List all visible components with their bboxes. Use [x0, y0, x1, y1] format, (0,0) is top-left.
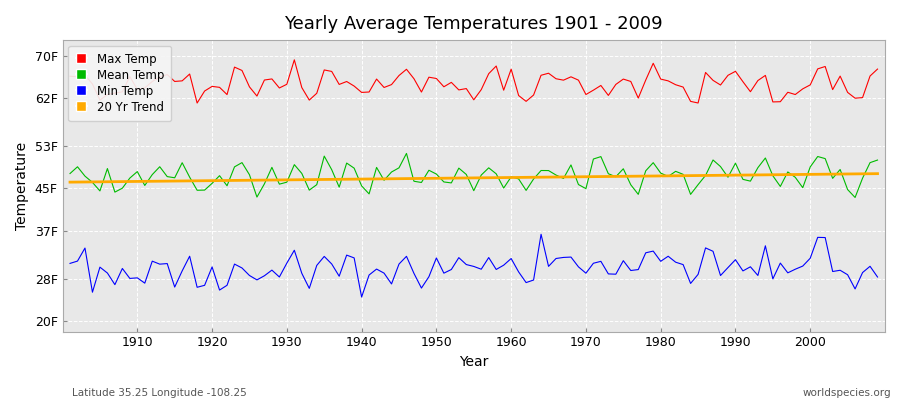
Title: Yearly Average Temperatures 1901 - 2009: Yearly Average Temperatures 1901 - 2009	[284, 15, 663, 33]
Y-axis label: Temperature: Temperature	[15, 142, 29, 230]
Text: Latitude 35.25 Longitude -108.25: Latitude 35.25 Longitude -108.25	[72, 388, 247, 398]
X-axis label: Year: Year	[459, 355, 489, 369]
Legend: Max Temp, Mean Temp, Min Temp, 20 Yr Trend: Max Temp, Mean Temp, Min Temp, 20 Yr Tre…	[68, 46, 171, 121]
Text: worldspecies.org: worldspecies.org	[803, 388, 891, 398]
